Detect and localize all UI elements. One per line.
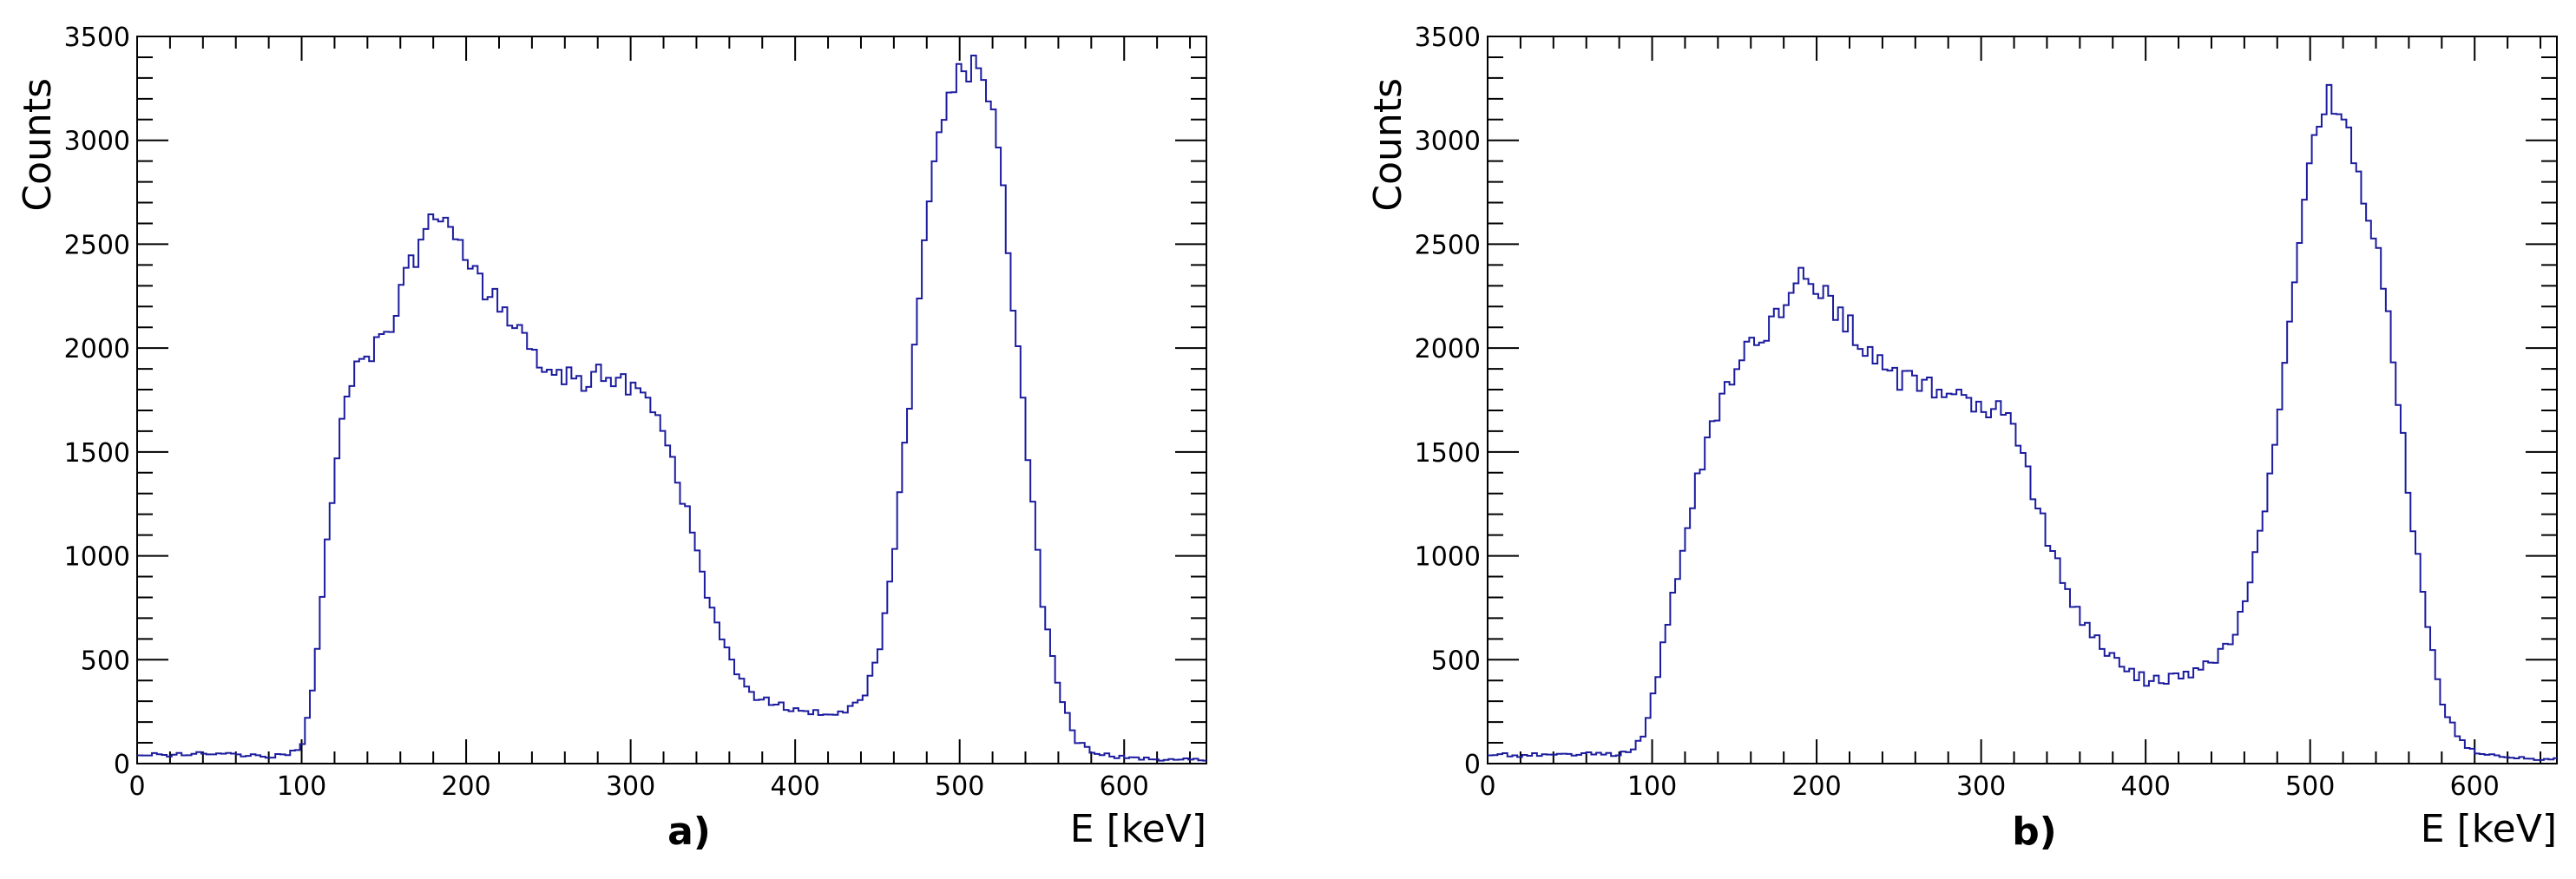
- x-tick-label: 0: [128, 771, 145, 802]
- x-tick-label: 400: [771, 771, 820, 802]
- plot-frame: [1487, 36, 2558, 764]
- x-tick-label: 300: [606, 771, 655, 802]
- axis-ticks: 0 100 200 300 400 500 600 0 500 1000 1500 2000 2500 3…: [1415, 23, 2557, 802]
- x-axis-label: E [keV]: [2421, 807, 2557, 851]
- y-tick-label: 1000: [1415, 542, 1481, 573]
- y-tick-label: 3000: [1415, 127, 1481, 157]
- panel-label: b): [2012, 810, 2057, 854]
- plot-frame: [136, 36, 1207, 764]
- x-tick-label: 500: [2285, 771, 2335, 802]
- y-axis-label: Counts: [1366, 78, 1410, 212]
- y-tick-label: 2000: [1415, 334, 1481, 364]
- panel-label: a): [667, 810, 711, 854]
- x-tick-label: 300: [1956, 771, 2006, 802]
- x-tick-label: 600: [2450, 771, 2500, 802]
- chart-panel-b: 0 100 200 300 400 500 600 0 500 1000 1500 2000 2500 3…: [1366, 23, 2558, 854]
- y-tick-label: 2500: [1415, 230, 1481, 260]
- axis-ticks: 0 100 200 300 400 500 600 0 500 1000 1500 2000 2500 3…: [64, 23, 1206, 802]
- x-tick-label: 200: [441, 771, 490, 802]
- y-tick-label: 500: [81, 646, 130, 676]
- x-tick-label: 500: [935, 771, 984, 802]
- chart-panel-a: 0 100 200 300 400 500 600 0 500 1000 1500 2000 2500 3…: [16, 23, 1207, 854]
- x-axis-label: E [keV]: [1070, 807, 1206, 851]
- y-tick-label: 2000: [64, 334, 130, 364]
- y-tick-label: 2500: [64, 230, 130, 260]
- x-tick-label: 600: [1100, 771, 1149, 802]
- x-tick-label: 400: [2121, 771, 2171, 802]
- y-tick-label: 1500: [64, 438, 130, 469]
- y-axis-label: Counts: [16, 78, 60, 212]
- x-tick-label: 100: [277, 771, 326, 802]
- x-tick-label: 200: [1791, 771, 1841, 802]
- histogram-line: [1488, 83, 2557, 761]
- y-tick-label: 0: [114, 750, 130, 780]
- y-tick-label: 0: [1464, 750, 1481, 780]
- histogram-line: [137, 54, 1206, 762]
- x-tick-label: 100: [1627, 771, 1677, 802]
- y-tick-label: 3500: [64, 23, 130, 53]
- y-tick-label: 1000: [64, 542, 130, 573]
- x-tick-label: 0: [1479, 771, 1495, 802]
- y-tick-label: 3500: [1415, 23, 1481, 53]
- y-tick-label: 3000: [64, 127, 130, 157]
- y-tick-label: 1500: [1415, 438, 1481, 469]
- y-tick-label: 500: [1431, 646, 1481, 676]
